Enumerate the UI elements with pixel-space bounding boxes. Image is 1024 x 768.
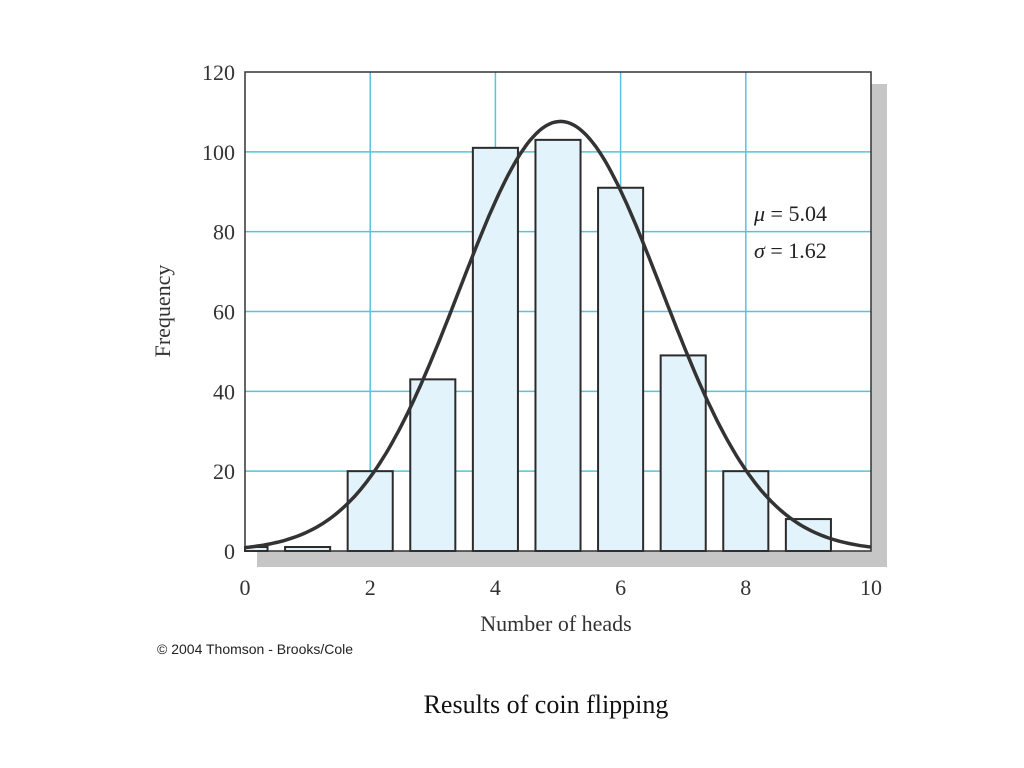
mu-symbol: μ [753,201,765,226]
y-tick-label: 60 [213,300,235,325]
x-tick-label: 8 [740,575,751,600]
bar-7 [659,354,707,552]
figure-caption: Results of coin flipping [423,690,669,719]
x-tick-label: 0 [240,575,251,600]
x-tick-label: 10 [860,575,882,600]
y-axis-label: Frequency [150,265,175,358]
x-tick-labels: 0 2 4 6 8 10 [240,575,883,600]
mean-annotation: μ = 5.04 [753,201,827,226]
bar-8 [722,470,770,552]
y-tick-label: 100 [202,140,235,165]
mu-value: = 5.04 [765,201,827,226]
y-tick-label: 80 [213,220,235,245]
copyright-notice: © 2004 Thomson - Brooks/Cole [157,641,354,657]
plot-frame [244,71,872,552]
x-tick-label: 6 [615,575,626,600]
y-tick-labels: 0 20 40 60 80 100 120 [202,60,235,564]
y-tick-label: 0 [224,539,235,564]
x-axis-label: Number of heads [480,611,632,636]
y-tick-label: 40 [213,379,235,404]
bars [244,138,832,553]
bar-3 [409,378,457,552]
sigma-symbol: σ [754,238,766,263]
sigma-value: = 1.62 [765,238,827,263]
x-tick-label: 2 [365,575,376,600]
normal-curve [244,119,872,550]
bar-6 [597,186,645,552]
bar-4 [471,146,519,552]
bar-2 [346,470,394,552]
y-tick-label: 20 [213,459,235,484]
bar-5 [534,138,582,552]
sd-annotation: σ = 1.62 [754,238,827,263]
x-tick-label: 4 [490,575,501,600]
y-tick-label: 120 [202,60,235,85]
